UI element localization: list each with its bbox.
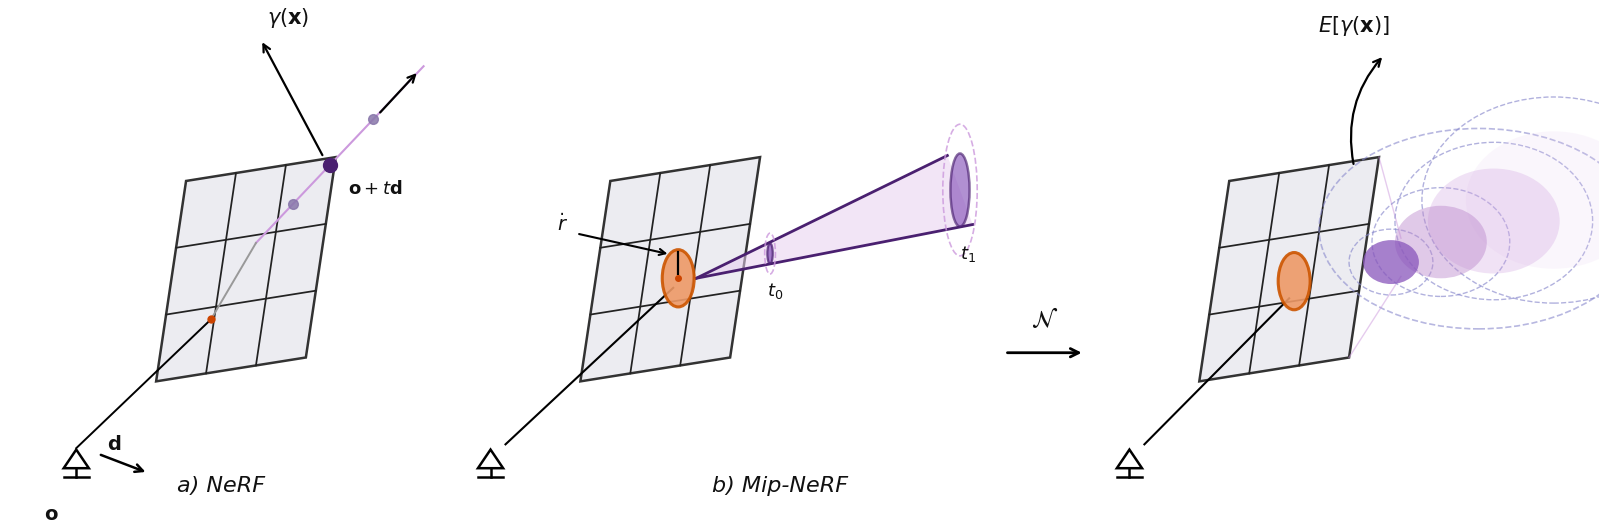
Polygon shape [478,450,502,468]
Ellipse shape [950,154,970,226]
Text: $t_0$: $t_0$ [766,281,782,301]
Text: a) NeRF: a) NeRF [178,476,266,496]
Ellipse shape [1466,132,1600,269]
Polygon shape [696,156,973,278]
Text: $E[\gamma(\mathbf{x})]$: $E[\gamma(\mathbf{x})]$ [1318,14,1390,38]
Text: $\mathcal{N}$: $\mathcal{N}$ [1030,307,1058,332]
Polygon shape [1200,157,1379,381]
Polygon shape [157,157,336,381]
Ellipse shape [1395,206,1486,278]
Text: $\mathbf{o}$: $\mathbf{o}$ [43,506,59,524]
Ellipse shape [1278,253,1310,310]
Ellipse shape [662,249,694,307]
Ellipse shape [1363,240,1419,284]
Polygon shape [64,450,90,468]
Polygon shape [581,157,760,381]
Text: $t_1$: $t_1$ [960,244,976,264]
Text: $\dot{r}$: $\dot{r}$ [557,213,568,235]
Ellipse shape [768,243,773,264]
Ellipse shape [1427,169,1560,274]
Text: $\mathbf{o} + t\mathbf{d}$: $\mathbf{o} + t\mathbf{d}$ [347,180,403,198]
Text: $\mathbf{d}$: $\mathbf{d}$ [107,435,122,454]
Text: $\gamma(\mathbf{x})$: $\gamma(\mathbf{x})$ [267,6,309,30]
Polygon shape [1117,450,1142,468]
Text: b) Mip-NeRF: b) Mip-NeRF [712,476,848,496]
